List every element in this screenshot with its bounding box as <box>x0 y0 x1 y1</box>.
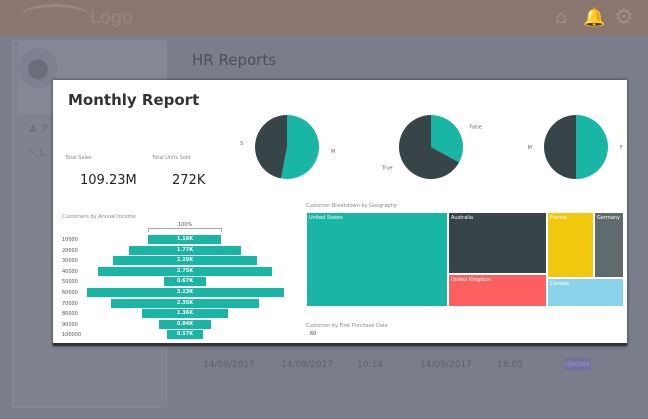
funnel-category-label: 70000 <box>62 300 78 307</box>
kpi-label: Total Sales <box>65 155 92 161</box>
treemap-cell[interactable]: United States <box>306 212 448 307</box>
funnel-bar[interactable]: 1.16K <box>148 235 222 244</box>
funnel-bar[interactable]: 2.35K <box>111 298 259 308</box>
logo-swoosh-icon <box>20 4 90 30</box>
cell: 14/09/2017 <box>420 360 472 370</box>
cell: 18:05 <box>497 360 523 370</box>
gear-icon[interactable]: ⚙ <box>614 5 634 30</box>
user-icon: ♟ <box>28 122 38 135</box>
funnel-bar[interactable]: 0.84K <box>158 319 212 329</box>
funnel-category-label: 80000 <box>62 311 78 318</box>
lightning-icon: ⚡ <box>28 146 36 159</box>
pie-label: S <box>240 141 243 147</box>
funnel-bar[interactable]: 2.75K <box>98 266 272 276</box>
pie-label: True <box>381 165 393 171</box>
treemap-cell[interactable]: Australia <box>448 212 547 274</box>
kpi-value: 272K <box>172 173 206 188</box>
sidebar-item-label: P <box>41 122 49 135</box>
pie-slice[interactable] <box>544 115 576 179</box>
funnel-category-label: 30000 <box>62 258 78 265</box>
modal-title: Monthly Report <box>68 91 200 109</box>
pie-slice[interactable] <box>254 115 287 179</box>
funnel-bar[interactable]: 3.13K <box>86 288 284 297</box>
treemap-cell[interactable]: Canada <box>547 278 624 307</box>
funnel-bar[interactable]: 1.36K <box>142 309 228 319</box>
kpi-label: Total Units Sold <box>152 155 191 161</box>
treemap-chart: United States Australia United Kingdom Fran… <box>306 212 624 307</box>
funnel-bar[interactable]: 0.67K <box>163 277 207 287</box>
cell: 10:14 <box>357 360 383 370</box>
home-icon[interactable]: ⌂ <box>555 7 567 28</box>
pie-slice[interactable] <box>431 115 463 163</box>
funnel-category-label: 100000 <box>62 332 82 339</box>
funnel-category-label: 20000 <box>62 247 78 254</box>
funnel-title: Customers by Annual Income <box>62 214 136 220</box>
pie-slice[interactable] <box>576 115 608 179</box>
logo[interactable]: Logo <box>90 7 134 28</box>
kpi-value: 109.23M <box>80 173 137 188</box>
pie-label: F <box>620 145 623 151</box>
funnel-category-label: 60000 <box>62 290 78 296</box>
pie-label: M <box>528 145 532 151</box>
treemap-cell[interactable]: France <box>547 212 594 278</box>
monthly-report-modal: Monthly Report Total Sales 109.23M Total… <box>53 80 627 346</box>
funnel-bracket <box>148 228 222 232</box>
cell: 14/09/2017 <box>203 360 255 370</box>
avatar[interactable]: ● <box>18 48 58 88</box>
sidebar-item-1[interactable]: ♟ P <box>28 122 48 135</box>
funnel-category-label: 40000 <box>62 268 78 275</box>
pie-slice[interactable] <box>281 115 319 179</box>
top-header: Logo ⌂ 🔔 ⚙ <box>0 0 648 35</box>
funnel-top-label: 100% <box>178 222 193 228</box>
purchase-date-value: 60 <box>310 331 317 337</box>
purchase-date-title: Customer by First Purchase Date <box>306 323 388 329</box>
funnel-category-label: 50000 <box>62 279 78 286</box>
funnel-bar[interactable]: 0.57K <box>167 330 203 340</box>
bell-icon[interactable]: 🔔 <box>583 7 606 28</box>
pie-slice[interactable] <box>398 115 460 179</box>
treemap-title: Customer Breakdown by Geography <box>306 203 397 209</box>
table-row: 14/09/2017 14/09/2017 10:14 14/09/2017 1… <box>192 356 622 376</box>
funnel-chart: 1.16K 10000 1.77K 20000 2.29K 30000 2.75K 40000… <box>53 80 313 346</box>
funnel-category-label: 90000 <box>62 321 78 328</box>
funnel-bar[interactable]: 1.77K <box>129 245 241 255</box>
pie-charts: M S False True F M <box>240 115 623 179</box>
funnel-category-label: 10000 <box>62 237 78 243</box>
treemap-cell[interactable]: United Kingdom <box>448 274 547 307</box>
treemap-cell[interactable]: Germany <box>594 212 624 278</box>
sidebar-item-2[interactable]: ⚡ L <box>28 146 45 159</box>
pie-label: False <box>469 125 482 131</box>
cell: 14/09/2017 <box>281 360 333 370</box>
pie-label: M <box>331 149 335 155</box>
page-title: HR Reports <box>192 51 277 69</box>
update-button[interactable]: Update <box>564 358 591 370</box>
sidebar-item-label: L <box>39 146 46 159</box>
funnel-bar[interactable]: 2.29K <box>112 256 258 266</box>
